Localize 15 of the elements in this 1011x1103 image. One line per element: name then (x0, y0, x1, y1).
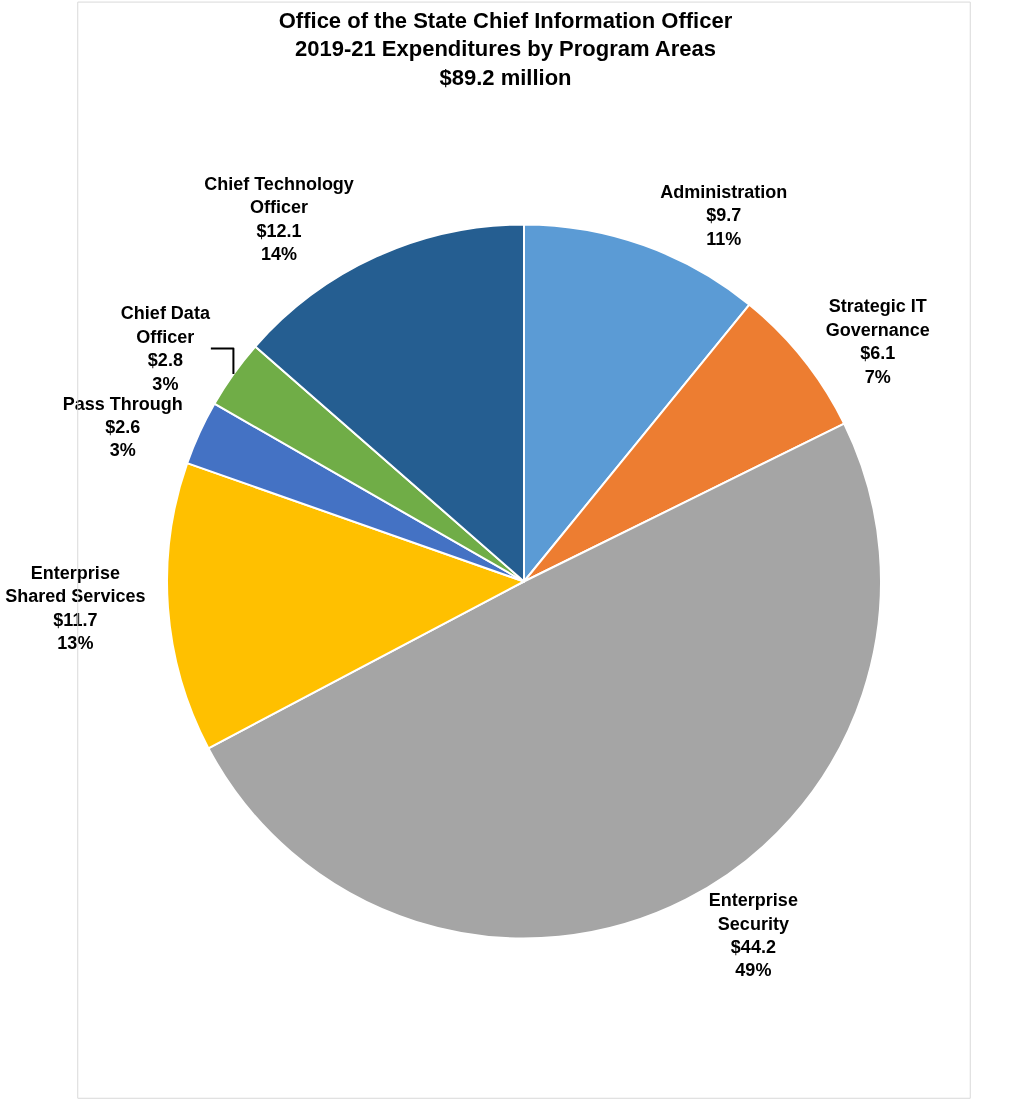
data-label: $12.1 14% (256, 220, 302, 265)
slice-label: Strategic IT Governance (825, 296, 930, 340)
data-label: $11.7 13% (53, 609, 98, 654)
data-label: $2.8 3% (147, 350, 183, 394)
slice-label: Chief Technology Officer (204, 173, 354, 218)
data-label: $6.1 7% (860, 343, 896, 387)
data-label: $2.6 3% (105, 416, 141, 461)
slice-label: Administration (660, 182, 788, 203)
slice-label: Pass Through (62, 393, 183, 414)
slice-label: Enterprise Security (708, 890, 798, 934)
chart-title: Office of the State Chief Information Officer 2019-21 Expenditures by Program Areas $89.2 million (278, 7, 733, 90)
slice-label: Enterprise Shared Services (5, 563, 146, 607)
slice-label: Chief Data Officer (120, 303, 211, 347)
data-label: $44.2 49% (730, 936, 776, 981)
data-label: $9.7 11% (706, 205, 742, 249)
